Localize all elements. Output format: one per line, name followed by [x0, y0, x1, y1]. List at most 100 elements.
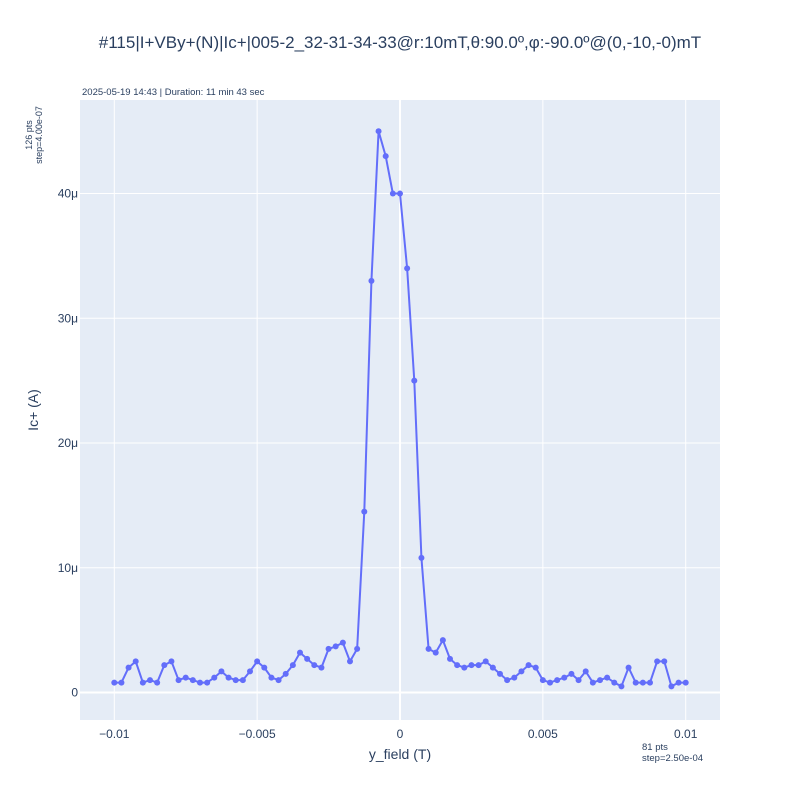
data-point: [247, 668, 253, 675]
data-point: [447, 655, 453, 662]
data-point: [425, 645, 432, 652]
data-point: [511, 674, 518, 681]
data-point: [304, 655, 311, 662]
data-point: [404, 265, 411, 272]
data-point: [475, 662, 482, 669]
data-point: [525, 662, 532, 669]
data-point: [518, 668, 525, 675]
data-point: [575, 677, 582, 684]
data-point: [482, 658, 489, 665]
y-points-count: 126 pts: [24, 120, 34, 150]
data-point: [454, 662, 461, 669]
data-point: [175, 677, 182, 684]
y-axis-label: Ic+ (A): [25, 389, 41, 431]
data-point: [204, 679, 211, 686]
data-point: [261, 664, 268, 671]
data-point: [139, 679, 146, 686]
tick-labels: −0.01 −0.005 0 0.005 0.01 0 10μ 20μ 30μ 40μ: [58, 187, 698, 741]
data-point: [318, 664, 325, 671]
data-point: [239, 677, 246, 684]
data-point: [382, 153, 389, 160]
x-tick-label: 0: [397, 727, 404, 741]
data-point: [332, 643, 339, 650]
data-point: [504, 677, 511, 684]
data-point: [604, 674, 611, 681]
data-point: [639, 679, 646, 686]
data-point: [682, 679, 689, 686]
data-point: [497, 670, 503, 677]
y-tick-label: 10μ: [58, 561, 78, 575]
data-point: [397, 190, 403, 197]
data-point: [547, 679, 553, 686]
data-point: [611, 679, 618, 686]
data-point: [125, 664, 132, 671]
data-point: [432, 649, 439, 656]
data-point: [225, 674, 232, 681]
x-step-size: step=2.50e-04: [642, 753, 704, 764]
data-point: [182, 674, 189, 681]
x-tick-label: −0.01: [99, 727, 130, 741]
series-layer: [111, 128, 689, 690]
data-point: [589, 679, 596, 686]
data-point: [275, 677, 282, 684]
data-point: [232, 677, 239, 684]
data-point: [132, 658, 139, 665]
data-point: [539, 677, 546, 684]
data-point: [189, 677, 196, 684]
data-point: [668, 683, 675, 690]
data-point: [211, 674, 218, 681]
data-point: [597, 677, 603, 684]
data-point: [147, 677, 153, 684]
data-point: [418, 554, 425, 561]
data-point: [361, 508, 368, 515]
x-tick-label: 0.005: [528, 727, 558, 741]
data-point: [368, 277, 375, 284]
data-point: [168, 658, 175, 665]
y-step-size: step=4.00e-07: [34, 106, 44, 164]
chart-subtitle: 2025-05-19 14:43 | Duration: 11 min 43 s…: [82, 87, 265, 98]
data-point: [554, 677, 561, 684]
y-points-note: 126 pts step=4.00e-07: [24, 106, 44, 164]
data-point: [254, 658, 261, 665]
y-tick-label: 0: [71, 686, 78, 700]
data-point: [347, 658, 353, 665]
y-tick-label: 30μ: [58, 311, 78, 325]
data-point: [161, 662, 168, 669]
data-point: [625, 664, 632, 671]
data-point: [311, 662, 318, 669]
data-point: [489, 664, 496, 671]
data-point: [325, 645, 332, 652]
data-point: [461, 664, 468, 671]
data-point: [289, 662, 296, 669]
data-point: [375, 128, 382, 135]
data-point: [561, 674, 568, 681]
x-points-note: 81 pts step=2.50e-04: [642, 742, 703, 764]
data-point: [218, 668, 225, 675]
data-point: [647, 679, 653, 686]
data-point: [282, 670, 289, 677]
data-point: [111, 679, 118, 686]
chart-title: #115|I+VBy+(N)|Ic+|005-2_32-31-34-33@r:1…: [98, 33, 702, 52]
x-points-count: 81 pts: [642, 742, 668, 753]
data-point: [389, 190, 396, 197]
data-point: [297, 649, 303, 656]
y-tick-label: 20μ: [58, 436, 78, 450]
x-tick-label: −0.005: [239, 727, 276, 741]
y-tick-label: 40μ: [58, 187, 78, 201]
data-point: [618, 683, 625, 690]
data-point: [675, 679, 682, 686]
x-tick-label: 0.01: [674, 727, 698, 741]
data-point: [354, 645, 361, 652]
x-axis-label: y_field (T): [368, 746, 432, 762]
data-point: [154, 679, 161, 686]
data-point: [268, 674, 275, 681]
data-point: [411, 377, 418, 384]
data-point: [632, 679, 639, 686]
data-point: [654, 658, 661, 665]
data-point: [532, 664, 539, 671]
data-point: [339, 639, 346, 646]
data-point: [468, 662, 475, 669]
data-point: [118, 679, 125, 686]
